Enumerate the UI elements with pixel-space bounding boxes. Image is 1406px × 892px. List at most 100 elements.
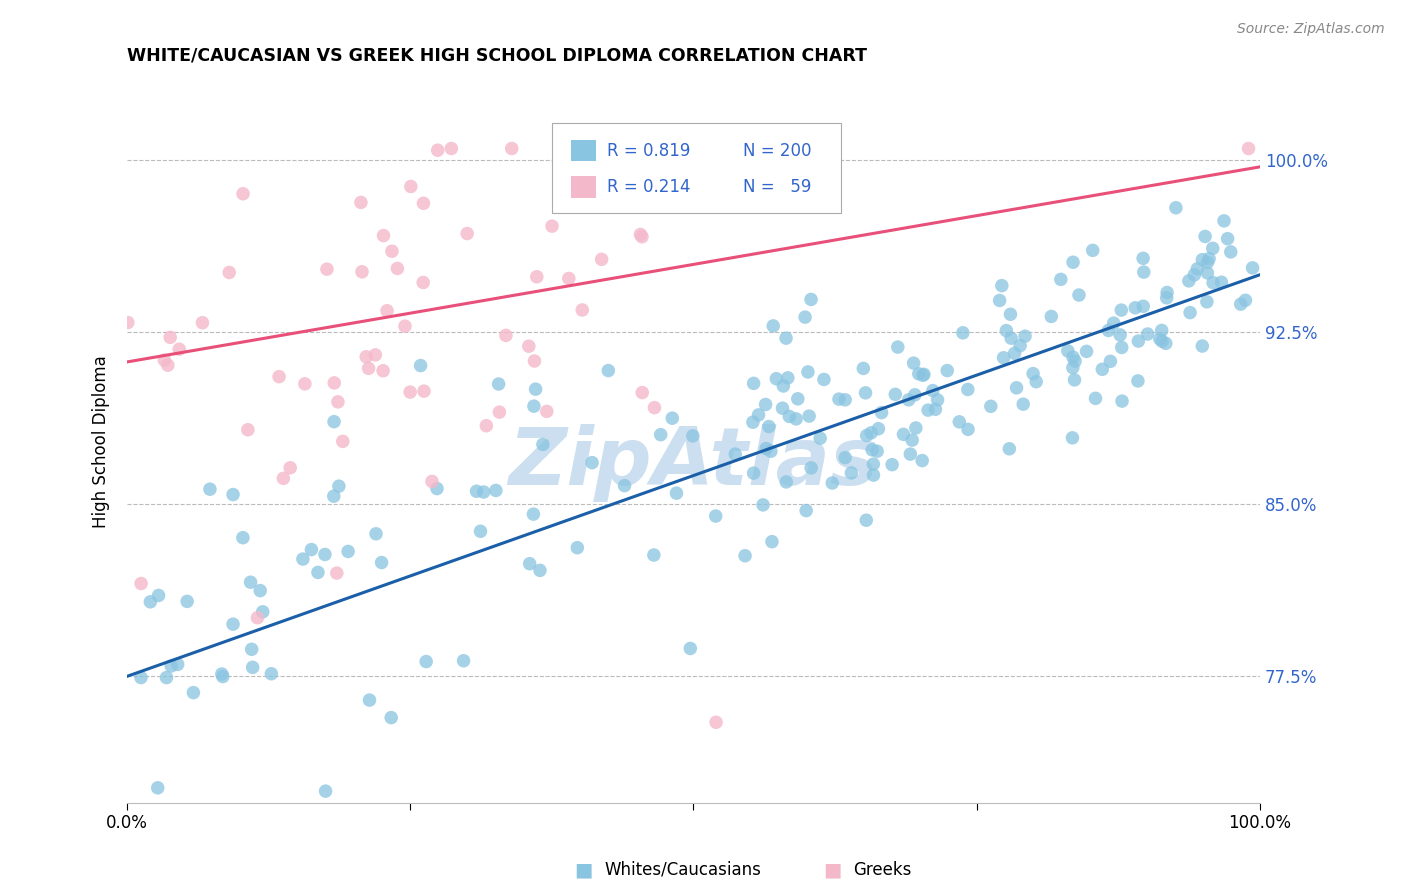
Point	[800, 293, 823, 307]
Point	[993, 351, 1015, 365]
Point	[679, 641, 702, 656]
Point	[870, 406, 893, 420]
Point	[742, 466, 765, 480]
Point	[650, 427, 672, 442]
Point	[470, 524, 492, 539]
Point	[364, 348, 387, 362]
Point	[1081, 244, 1104, 258]
Point	[755, 442, 778, 456]
Point	[761, 534, 783, 549]
Point	[1005, 381, 1028, 395]
Point	[291, 552, 314, 566]
Point	[911, 453, 934, 467]
Point	[613, 478, 636, 492]
Point	[191, 316, 214, 330]
Point	[412, 276, 434, 290]
Point	[146, 780, 169, 795]
Point	[1219, 244, 1241, 259]
Point	[991, 278, 1014, 293]
Point	[415, 655, 437, 669]
Point	[952, 326, 974, 340]
Point	[852, 361, 875, 376]
Point	[373, 228, 395, 243]
Point	[413, 384, 436, 399]
Point	[278, 460, 301, 475]
Point	[1067, 288, 1090, 302]
Point	[904, 421, 927, 435]
Point	[183, 685, 205, 699]
Point	[860, 425, 883, 440]
Point	[828, 392, 851, 406]
Point	[1187, 261, 1209, 276]
Point	[387, 261, 409, 276]
Point	[882, 458, 904, 472]
Point	[1198, 252, 1220, 266]
Point	[1126, 374, 1149, 388]
Text: ■: ■	[574, 860, 593, 880]
Point	[523, 399, 546, 413]
Point	[927, 392, 949, 407]
Point	[501, 141, 523, 155]
Point	[232, 186, 254, 201]
Point	[775, 475, 797, 489]
Point	[1000, 331, 1022, 345]
Point	[159, 330, 181, 344]
Point	[160, 659, 183, 673]
Point	[526, 269, 548, 284]
Point	[887, 340, 910, 354]
Point	[412, 196, 434, 211]
Point	[741, 415, 763, 429]
Point	[409, 359, 432, 373]
Point	[326, 566, 349, 580]
Point	[475, 418, 498, 433]
Point	[1128, 334, 1150, 348]
Point	[1062, 360, 1084, 375]
Point	[1050, 272, 1073, 286]
Point	[364, 526, 387, 541]
Point	[1097, 323, 1119, 337]
Point	[571, 302, 593, 317]
Point	[323, 376, 346, 390]
Point	[995, 324, 1018, 338]
Point	[808, 431, 831, 445]
Point	[242, 660, 264, 674]
Point	[912, 368, 935, 382]
Point	[682, 429, 704, 443]
Point	[1012, 397, 1035, 411]
Point	[765, 372, 787, 386]
Point	[307, 566, 329, 580]
Point	[884, 387, 907, 401]
Point	[742, 376, 765, 391]
Point	[1109, 327, 1132, 342]
Point	[117, 316, 139, 330]
Point	[1237, 141, 1260, 155]
Point	[778, 409, 800, 424]
Point	[772, 401, 794, 416]
Point	[536, 404, 558, 418]
Point	[1164, 201, 1187, 215]
Point	[921, 384, 943, 398]
Point	[1111, 303, 1133, 318]
Text: WHITE/CAUCASIAN VS GREEK HIGH SCHOOL DIPLOMA CORRELATION CHART: WHITE/CAUCASIAN VS GREEK HIGH SCHOOL DIP…	[127, 46, 868, 64]
Point	[957, 422, 980, 436]
Point	[911, 368, 934, 383]
Point	[797, 409, 820, 423]
Text: Source: ZipAtlas.com: Source: ZipAtlas.com	[1237, 22, 1385, 37]
Point	[129, 576, 152, 591]
Point	[1241, 260, 1264, 275]
Point	[350, 265, 373, 279]
Point	[1010, 339, 1032, 353]
Point	[1132, 252, 1154, 266]
FancyBboxPatch shape	[571, 176, 596, 197]
Point	[267, 369, 290, 384]
Point	[198, 482, 221, 496]
Point	[862, 468, 884, 483]
Point	[734, 549, 756, 563]
Point	[1063, 373, 1085, 387]
Point	[762, 318, 785, 333]
Point	[1099, 354, 1122, 368]
Point	[1194, 229, 1216, 244]
Point	[381, 244, 404, 259]
Point	[155, 671, 177, 685]
Point	[323, 415, 346, 429]
